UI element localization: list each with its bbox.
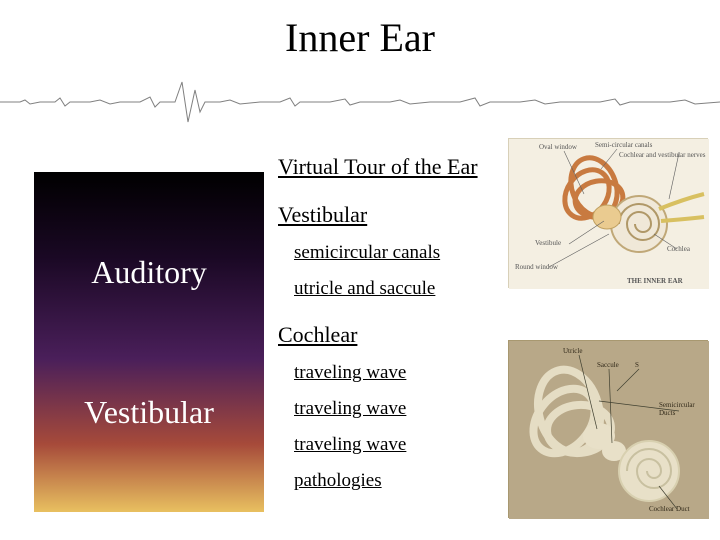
diagram-label-semi-ducts: Semicircular Ducts	[659, 401, 707, 417]
link-vestibular[interactable]: Vestibular	[278, 202, 518, 228]
diagram-label-semi-canals: Semi-circular canals	[595, 141, 652, 149]
left-gradient-panel: Auditory Vestibular	[34, 172, 264, 512]
diagram-label-oval-window: Oval window	[539, 143, 577, 151]
link-virtual-tour[interactable]: Virtual Tour of the Ear	[278, 154, 518, 180]
link-pathologies[interactable]: pathologies	[294, 470, 518, 492]
diagram-label-cochlear-duct: Cochlear Duct	[649, 505, 690, 513]
link-cochlear[interactable]: Cochlear	[278, 322, 518, 348]
diagram-label-vestibule: Vestibule	[535, 239, 561, 247]
link-wave-3[interactable]: traveling wave	[294, 434, 518, 456]
diagram-label-cochlea: Cochlea	[667, 245, 690, 253]
diagram-label-nerves: Cochlear and vestibular nerves	[619, 151, 707, 159]
link-wave-2[interactable]: traveling wave	[294, 398, 518, 420]
link-utricle[interactable]: utricle and saccule	[294, 278, 518, 300]
panel-label-vestibular: Vestibular	[84, 394, 214, 431]
inner-ear-diagram-top: Oval window Semi-circular canals Cochlea…	[508, 138, 708, 288]
page-title: Inner Ear	[0, 0, 720, 61]
link-semicircular[interactable]: semicircular canals	[294, 242, 518, 264]
diagram-label-round-window: Round window	[515, 263, 558, 271]
diagram-label-s: S	[635, 361, 639, 369]
link-column: Virtual Tour of the Ear Vestibular semic…	[278, 148, 518, 494]
diagram-label-saccule: Saccule	[597, 361, 619, 369]
panel-label-auditory: Auditory	[91, 254, 207, 291]
link-wave-1[interactable]: traveling wave	[294, 362, 518, 384]
inner-ear-diagram-bottom: Utricle Saccule S Semicircular Ducts Coc…	[508, 340, 708, 518]
diagram-title-inner-ear: THE INNER EAR	[627, 277, 683, 285]
waveform-divider	[0, 72, 720, 132]
diagram-label-utricle: Utricle	[563, 347, 582, 355]
